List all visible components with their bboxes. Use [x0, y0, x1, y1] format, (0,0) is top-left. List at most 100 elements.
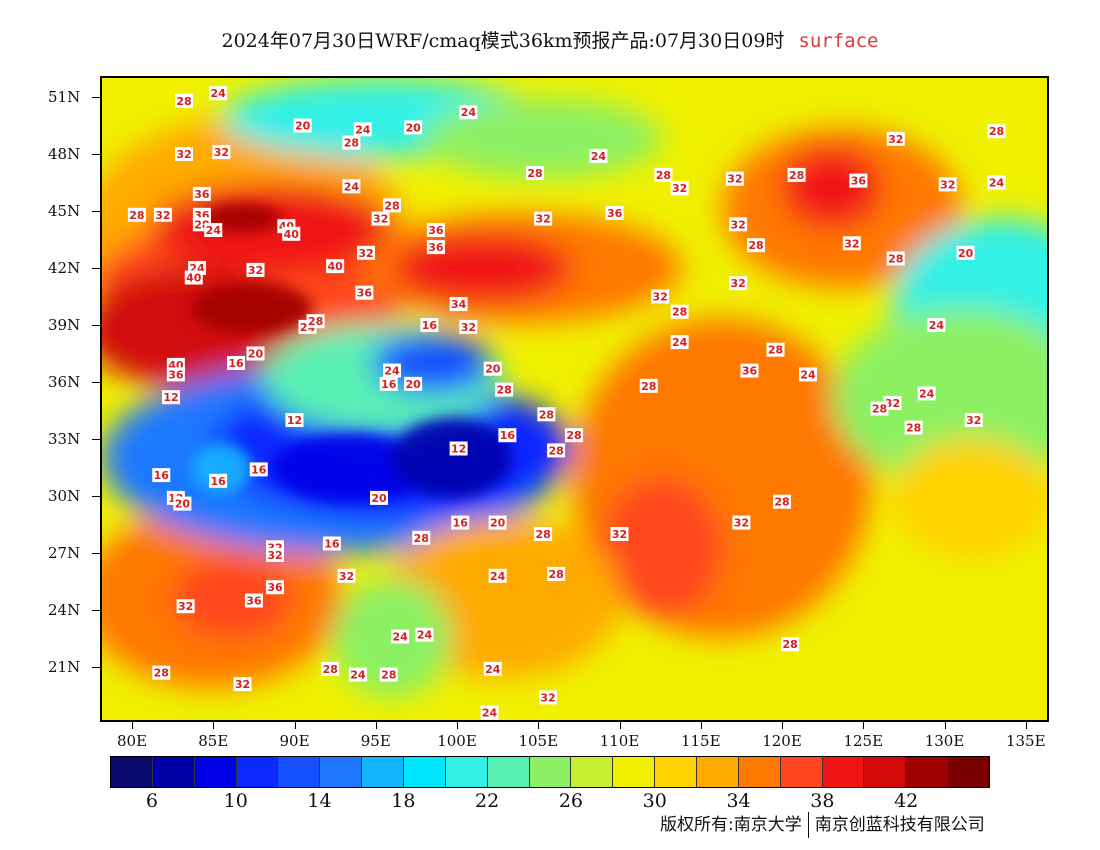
colorbar-tick-label: 14: [307, 790, 332, 812]
contour-label: 24: [209, 86, 228, 101]
contour-label-text: 12: [163, 391, 178, 404]
copyright-divider: [807, 812, 809, 838]
contour-label: 28: [654, 167, 673, 182]
colorbar-swatch: [655, 757, 698, 787]
contour-label-box: [153, 207, 172, 222]
contour-label-box: [729, 217, 748, 232]
contour-label-text: 40: [186, 272, 202, 285]
contour-label-box: [233, 677, 252, 692]
contour-label: 36: [605, 205, 624, 220]
contour-label-box: [654, 167, 673, 182]
contour-label-text: 28: [129, 209, 144, 222]
contour-label: 28: [534, 527, 553, 541]
contour-label-text: 28: [641, 380, 656, 393]
contour-label-box: [244, 593, 263, 608]
contour-label-box: [526, 166, 544, 180]
colorbar-swatch: [278, 757, 321, 787]
contour-label: 24: [488, 568, 507, 583]
contour-label-text: 40: [327, 260, 343, 273]
contour-label-text: 16: [500, 429, 516, 442]
contour-label-text: 24: [206, 224, 222, 237]
contour-label-text: 36: [851, 175, 867, 188]
contour-label-text: 28: [308, 315, 323, 328]
contour-label-box: [534, 211, 553, 226]
contour-label: 24: [927, 318, 946, 332]
contour-label-text: 28: [656, 169, 671, 182]
lon-tick-label: 120E: [762, 732, 802, 750]
contour-label: 24: [483, 661, 502, 676]
contour-label: 24: [391, 629, 410, 644]
contour-label-text: 16: [453, 517, 469, 530]
contour-label: 32: [212, 145, 231, 160]
contour-label-text: 32: [885, 397, 900, 410]
contour-label: 32: [534, 211, 553, 226]
contour-label: 32: [175, 147, 193, 161]
contour-label: 28: [547, 443, 566, 458]
contour-label-text: 28: [535, 528, 550, 541]
contour-label: 28: [306, 314, 325, 329]
contour-label-box: [204, 223, 223, 237]
contour-label: 28: [766, 342, 785, 357]
contour-label-text: 28: [672, 306, 687, 319]
contour-label-text: 28: [789, 169, 804, 182]
lat-tick-mark: [92, 268, 100, 269]
contour-label: 36: [426, 240, 445, 255]
contour-label: 16: [420, 318, 439, 332]
contour-label-text: 16: [228, 357, 244, 370]
contour-label-text: 16: [422, 319, 438, 332]
lon-tick-mark: [619, 722, 621, 729]
contour-label: 32: [670, 181, 689, 196]
contour-label: 16: [249, 462, 268, 477]
lat-tick-label: 36N: [48, 373, 81, 391]
contour-label-text: 20: [405, 121, 421, 134]
contour-label: 24: [383, 363, 401, 378]
copyright-right: 南京创蓝科技有限公司: [814, 815, 985, 835]
contour-label: 20: [483, 361, 502, 376]
contour-label-box: [729, 276, 748, 291]
contour-label-box: [342, 179, 361, 194]
colorbar-swatch: [906, 757, 949, 787]
colorbar-tick-label: 30: [642, 790, 667, 812]
contour-label-box: [483, 361, 502, 376]
contour-label-box: [321, 661, 340, 676]
contour-label-text: 36: [194, 188, 210, 201]
contour-label: 32: [842, 236, 861, 251]
title-text: 2024年07月30日WRF/cmaq模式36km预报产品:07月30日09时: [221, 30, 785, 52]
contour-label-text: 40: [284, 228, 300, 241]
contour-label-text: 16: [324, 538, 340, 551]
contour-label-box: [670, 335, 689, 350]
lat-tick-mark: [92, 97, 100, 98]
contour-label-box: [227, 356, 245, 370]
contour-label-text: 24: [350, 669, 366, 682]
contour-label-text: 24: [210, 87, 226, 100]
contour-label-box: [184, 270, 203, 285]
contour-label-box: [404, 120, 423, 135]
contour-label-box: [773, 494, 791, 509]
contour-label: 32: [153, 207, 172, 222]
contour-label-text: 32: [888, 133, 903, 146]
contour-label-box: [781, 637, 800, 652]
lon-tick-mark: [863, 722, 865, 729]
contour-label-text: 24: [672, 336, 688, 349]
contour-label-box: [740, 363, 759, 378]
contour-label: 32: [729, 276, 748, 291]
contour-label-box: [209, 473, 228, 488]
contour-label-text: 32: [966, 414, 981, 427]
contour-label-box: [426, 223, 445, 237]
contour-label: 24: [670, 335, 689, 350]
lat-tick-mark: [92, 439, 100, 440]
contour-label-box: [787, 167, 806, 182]
contour-label: 20: [246, 346, 265, 361]
contour-label: 24: [589, 148, 608, 163]
contour-label-box: [451, 515, 470, 530]
contour-label-box: [326, 259, 345, 274]
colorbar-swatch: [152, 757, 195, 787]
contour-label-text: 24: [355, 123, 371, 136]
contour-label: 36: [244, 593, 263, 608]
lon-tick-label: 90E: [279, 732, 310, 750]
contour-label-text: 36: [168, 368, 184, 381]
contour-label: 28: [639, 378, 658, 393]
contour-label-text: 32: [176, 148, 191, 161]
lat-tick-mark: [92, 325, 100, 326]
contour-label-text: 24: [344, 180, 360, 193]
